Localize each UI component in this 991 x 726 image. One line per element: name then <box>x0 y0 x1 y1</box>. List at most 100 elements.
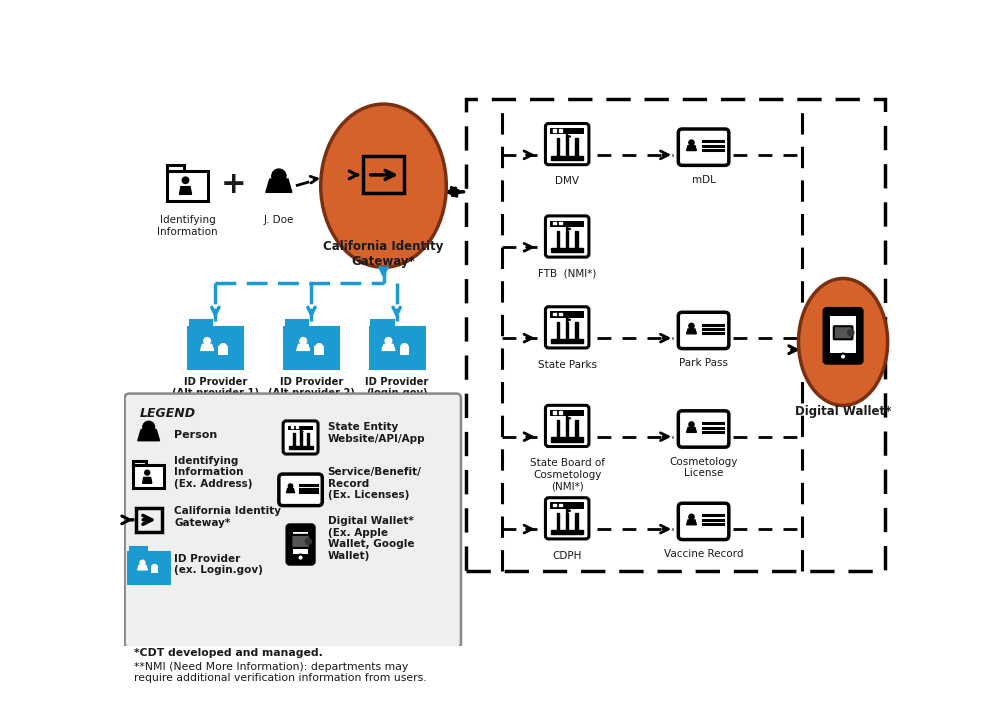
FancyBboxPatch shape <box>278 474 322 505</box>
Bar <box>551 437 584 442</box>
Circle shape <box>272 169 286 183</box>
FancyBboxPatch shape <box>678 129 728 166</box>
Text: Cosmetology
License: Cosmetology License <box>669 457 737 478</box>
Text: ID Provider
(ex. Login.gov): ID Provider (ex. Login.gov) <box>174 554 264 575</box>
Text: J. Doe: J. Doe <box>264 215 294 225</box>
Bar <box>551 339 584 343</box>
Text: Person: Person <box>174 431 217 440</box>
Polygon shape <box>143 478 152 484</box>
Polygon shape <box>300 431 303 433</box>
Text: FTB  (NMI*): FTB (NMI*) <box>538 269 597 279</box>
Bar <box>566 139 569 157</box>
FancyBboxPatch shape <box>829 316 856 353</box>
FancyBboxPatch shape <box>545 405 589 446</box>
Text: State Parks: State Parks <box>538 359 597 370</box>
Circle shape <box>140 560 145 566</box>
Bar <box>557 322 559 340</box>
Polygon shape <box>567 510 571 512</box>
FancyBboxPatch shape <box>825 309 862 363</box>
Bar <box>557 231 559 249</box>
Ellipse shape <box>321 104 446 267</box>
FancyBboxPatch shape <box>151 567 159 574</box>
Bar <box>551 530 584 534</box>
FancyBboxPatch shape <box>130 547 146 553</box>
FancyBboxPatch shape <box>283 421 318 454</box>
Polygon shape <box>567 135 571 138</box>
Text: +: + <box>221 170 247 199</box>
Circle shape <box>847 330 854 336</box>
Polygon shape <box>567 417 571 420</box>
Bar <box>559 221 562 224</box>
Text: Identifying
Information: Identifying Information <box>158 215 218 237</box>
Circle shape <box>145 470 150 475</box>
Bar <box>292 433 294 447</box>
Text: *CDT developed and managed.: *CDT developed and managed. <box>134 648 323 658</box>
FancyBboxPatch shape <box>128 552 169 583</box>
FancyBboxPatch shape <box>545 123 589 165</box>
Bar <box>557 420 559 439</box>
Circle shape <box>689 514 694 520</box>
FancyBboxPatch shape <box>678 312 728 348</box>
Text: Park Pass: Park Pass <box>679 358 728 368</box>
Bar <box>575 139 578 157</box>
Text: LEGEND: LEGEND <box>140 407 196 420</box>
Polygon shape <box>286 489 294 493</box>
FancyBboxPatch shape <box>125 393 461 648</box>
FancyBboxPatch shape <box>287 425 313 430</box>
Bar <box>553 411 556 414</box>
Circle shape <box>288 484 292 488</box>
FancyBboxPatch shape <box>370 327 424 368</box>
Polygon shape <box>687 146 697 150</box>
FancyBboxPatch shape <box>545 498 589 539</box>
Polygon shape <box>687 520 697 525</box>
FancyBboxPatch shape <box>284 327 339 368</box>
FancyBboxPatch shape <box>292 532 308 554</box>
FancyBboxPatch shape <box>678 503 728 539</box>
Text: mDL: mDL <box>692 175 716 185</box>
FancyBboxPatch shape <box>314 346 324 355</box>
Text: **NMI (Need More Information): departments may
require additional verification i: **NMI (Need More Information): departmen… <box>134 661 426 683</box>
FancyBboxPatch shape <box>133 461 147 465</box>
FancyBboxPatch shape <box>550 502 585 508</box>
Bar <box>575 513 578 531</box>
Bar <box>299 433 301 447</box>
Text: State Entity
Website/API/App: State Entity Website/API/App <box>328 422 425 444</box>
FancyBboxPatch shape <box>190 320 211 328</box>
Polygon shape <box>138 430 160 441</box>
Bar <box>551 155 584 160</box>
Bar <box>566 322 569 340</box>
FancyBboxPatch shape <box>291 535 310 548</box>
Text: Digital Wallet*: Digital Wallet* <box>795 405 891 418</box>
FancyBboxPatch shape <box>167 165 184 171</box>
Text: ID Provider
(Alt provider 1): ID Provider (Alt provider 1) <box>171 377 259 399</box>
FancyBboxPatch shape <box>133 465 165 488</box>
FancyBboxPatch shape <box>550 311 585 317</box>
Circle shape <box>143 421 155 433</box>
Bar <box>575 322 578 340</box>
Bar <box>288 446 312 449</box>
Circle shape <box>689 140 694 145</box>
Bar <box>559 504 562 506</box>
Bar <box>291 425 293 428</box>
Text: DMV: DMV <box>555 176 579 187</box>
Bar <box>553 129 556 132</box>
Bar <box>559 411 562 414</box>
Bar <box>566 513 569 531</box>
FancyBboxPatch shape <box>218 346 228 355</box>
Circle shape <box>689 323 694 329</box>
Text: Identifying
Information
(Ex. Address): Identifying Information (Ex. Address) <box>174 455 253 489</box>
Bar <box>559 313 562 315</box>
Bar <box>575 420 578 439</box>
Circle shape <box>840 354 846 359</box>
Bar <box>306 433 308 447</box>
Bar <box>566 231 569 249</box>
Bar <box>553 313 556 315</box>
Text: ID Provider
(login.gov): ID Provider (login.gov) <box>365 377 428 399</box>
FancyBboxPatch shape <box>287 525 314 564</box>
Polygon shape <box>687 428 697 433</box>
FancyBboxPatch shape <box>550 221 585 227</box>
Ellipse shape <box>799 279 888 406</box>
FancyBboxPatch shape <box>545 307 589 348</box>
Bar <box>557 513 559 531</box>
Bar <box>296 425 298 428</box>
